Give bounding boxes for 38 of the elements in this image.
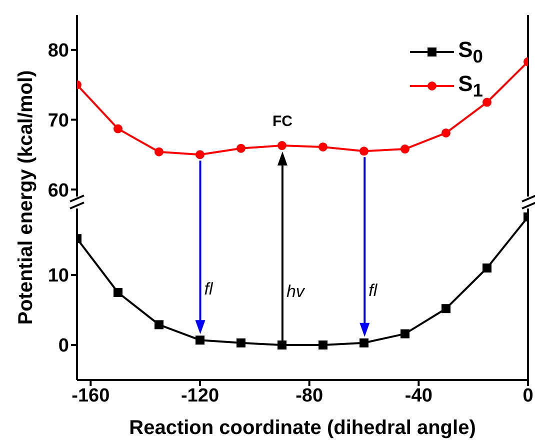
point [196,336,204,345]
y-tick-label: 60 [48,180,69,202]
annotation: fl [204,279,214,298]
point [442,304,450,314]
point [114,124,122,134]
point [154,320,164,330]
point [196,150,204,160]
y-tick-label: 0 [58,336,69,357]
point [360,146,368,156]
point [318,142,328,152]
x-tick-label: 0 [522,385,534,406]
y-tick-label: 80 [48,40,69,62]
point [278,340,286,350]
x-tick-label: -160 [72,385,110,406]
legend-label: S$_{1}$ [458,70,483,102]
annotation: hv [286,282,306,301]
x-tick-label: -120 [180,385,220,406]
y-tick-label: 70 [48,110,69,132]
point [400,329,410,338]
point [278,141,286,150]
y-tick-label: 10 [48,266,69,287]
annotation: fl [368,280,378,300]
point [482,98,492,107]
x-axis-title: Reaction coordinate (dihedral angle) [129,417,476,439]
point [154,147,164,156]
point [236,144,246,153]
point [318,340,328,350]
y-axis-title: Potential energy (kcal/mol) [15,70,37,325]
point [442,128,450,138]
legend-label: S$_{0}$ [458,36,483,68]
point [236,338,246,348]
x-tick-label: -40 [404,385,432,406]
point [114,288,122,297]
point [482,264,492,272]
point [360,338,368,348]
x-tick-label: -80 [296,385,324,406]
point [400,144,410,154]
annotation: FC [272,113,293,130]
